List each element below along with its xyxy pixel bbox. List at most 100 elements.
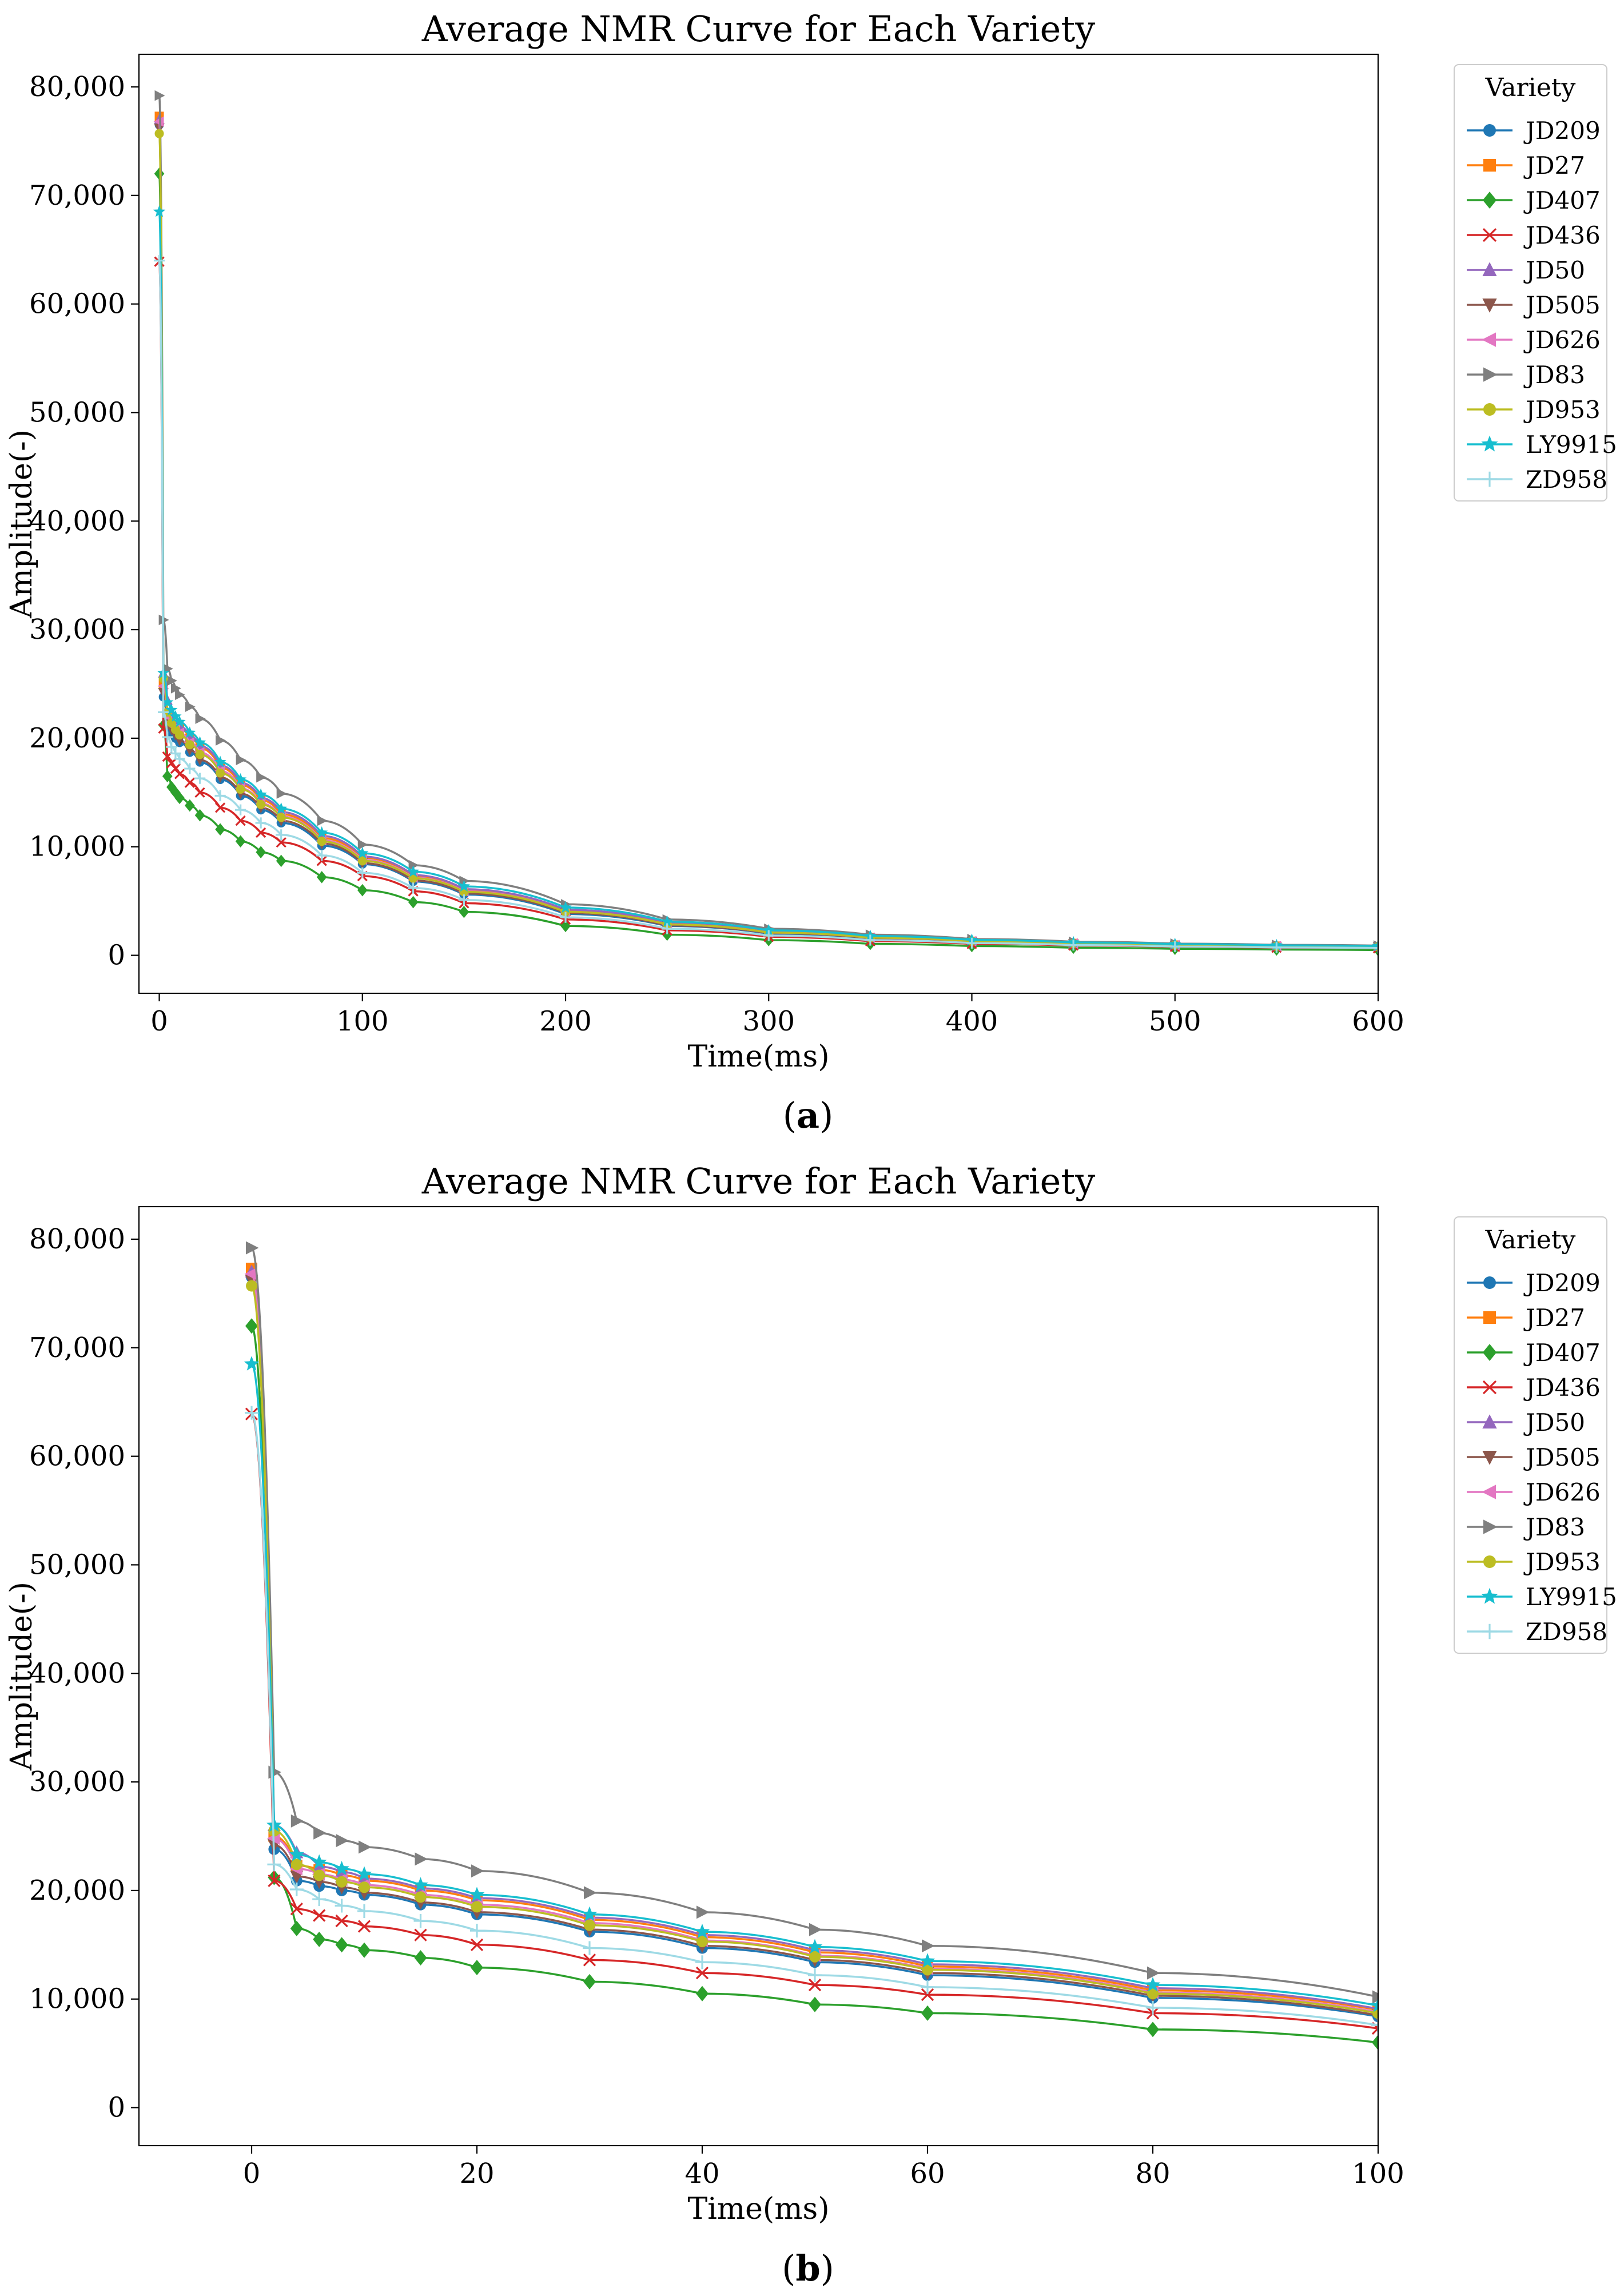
data-point-jd407-4 [335, 1937, 348, 1953]
data-point-jd407-5 [174, 791, 185, 805]
data-point-ly9915-0 [153, 205, 166, 217]
data-point-jd407-10 [256, 846, 266, 859]
data-point-zd958-11 [276, 829, 287, 841]
legend-label-jd626: JD626 [1523, 1478, 1601, 1506]
data-point-jd436-4 [335, 1914, 348, 1928]
data-point-zd958-4 [335, 1899, 349, 1913]
caption-a: (a) [783, 1095, 834, 1136]
data-point-jd953-13 [357, 856, 367, 866]
data-point-ly9915-8 [582, 1906, 598, 1921]
data-point-jd953-2 [290, 1859, 302, 1871]
data-point-zd958-8 [583, 1941, 596, 1955]
data-point-ly9915-11 [275, 802, 288, 814]
series-line-zd958 [251, 1411, 1378, 2027]
data-point-jd407-3 [313, 1931, 326, 1947]
data-point-jd953-4 [336, 1876, 348, 1888]
data-point-jd953-5 [359, 1881, 370, 1893]
data-point-jd407-8 [215, 823, 225, 836]
data-point-zd958-14 [407, 882, 419, 894]
legend-marker-jd50 [1482, 1414, 1497, 1428]
data-point-zd958-20 [966, 937, 978, 949]
data-point-zd958-13 [357, 867, 368, 878]
data-point-jd436-9 [235, 815, 246, 826]
data-point-jd83-7 [471, 1864, 484, 1878]
legend-entry-jd209: JD209 [1467, 117, 1601, 145]
data-point-jd953-3 [313, 1869, 325, 1881]
x-tick-label: 100 [1352, 2158, 1404, 2190]
data-point-jd407-8 [583, 1973, 596, 1989]
legend-label-jd436: JD436 [1523, 221, 1601, 249]
data-point-zd958-17 [662, 923, 673, 934]
data-point-ly9915-15 [457, 880, 471, 892]
data-point-jd407-15 [459, 905, 469, 918]
data-point-jd436-5 [174, 769, 185, 779]
legend-marker-ly9915 [1481, 435, 1498, 452]
legend-entry-jd27: JD27 [1467, 152, 1585, 180]
data-point-jd83-8 [216, 735, 226, 746]
y-tick-label: 80,000 [29, 1223, 125, 1255]
data-point-jd436-8 [214, 802, 226, 813]
data-point-jd436-9 [695, 1967, 709, 1980]
data-point-jd436-10 [808, 1978, 822, 1992]
data-point-zd958-1 [267, 1857, 281, 1872]
data-point-jd407-9 [696, 1985, 709, 2001]
x-tick-label: 500 [1149, 1005, 1201, 1037]
data-point-jd83-5 [359, 1840, 372, 1854]
data-point-jd953-3 [166, 718, 176, 728]
data-point-jd436-4 [170, 763, 181, 774]
data-point-jd436-11 [276, 837, 286, 848]
data-point-jd953-11 [922, 1964, 933, 1976]
legend-label-jd505: JD505 [1523, 1443, 1601, 1471]
data-point-zd958-7 [194, 773, 206, 784]
data-point-jd83-5 [175, 689, 186, 701]
data-point-ly9915-11 [920, 1953, 936, 1968]
caption-letter-b: b [795, 2247, 820, 2289]
x-axis-label: Time(ms) [688, 1040, 830, 1074]
legend-box [1454, 1216, 1607, 1654]
data-point-jd436-8 [583, 1953, 596, 1967]
caption-b: (b) [782, 2247, 834, 2289]
data-point-jd83-6 [415, 1852, 428, 1866]
data-point-jd407-13 [1372, 2035, 1378, 2051]
x-tick-label: 100 [336, 1005, 389, 1037]
legend-entry-jd505: JD505 [1467, 291, 1601, 319]
legend-entry-jd83: JD83 [1467, 1513, 1585, 1541]
legend-marker-jd407 [1482, 192, 1497, 209]
data-point-jd407-10 [809, 1996, 821, 2012]
legend-marker-jd83 [1483, 1519, 1498, 1534]
data-point-jd953-12 [1147, 1988, 1159, 2000]
data-point-jd953-10 [256, 799, 266, 809]
x-tick-label: 0 [150, 1005, 168, 1037]
data-point-zd958-9 [235, 804, 246, 815]
data-point-jd83-0 [246, 1241, 259, 1255]
chart-title: Average NMR Curve for Each Variety [421, 8, 1096, 50]
data-point-jd436-7 [194, 787, 205, 798]
data-point-ly9915-4 [334, 1860, 349, 1876]
series-layer [244, 1241, 1378, 2051]
legend-entry-ly9915: LY9915 [1467, 431, 1616, 459]
legend-entry-zd958: ZD958 [1467, 465, 1607, 494]
panel-b: Average NMR Curve for Each Variety 0 20 40 6… [5, 1160, 1616, 2226]
data-point-jd83-13 [1372, 1990, 1378, 2004]
legend-entry-jd50: JD50 [1467, 256, 1585, 284]
data-point-jd83-12 [1147, 1966, 1160, 1980]
data-point-jd436-6 [414, 1928, 427, 1941]
data-point-ly9915-9 [234, 773, 247, 785]
data-point-ly9915-2 [289, 1847, 305, 1861]
legend-marker-zd958 [1482, 471, 1498, 487]
data-point-jd436-2 [290, 1903, 303, 1916]
data-point-jd83-9 [236, 754, 246, 766]
legend-label-ly9915: LY9915 [1526, 1583, 1616, 1611]
data-point-jd83-13 [357, 839, 368, 850]
data-point-ly9915-5 [356, 1866, 372, 1881]
y-tick-label: 50,000 [29, 1549, 125, 1581]
data-point-jd953-10 [809, 1951, 821, 1963]
panel-a: Average NMR Curve for Each Variety 0 100 20… [5, 8, 1616, 1074]
data-point-zd958-10 [808, 1968, 822, 1982]
series-line-jd436 [251, 1412, 1378, 2030]
data-point-zd958-18 [763, 930, 774, 941]
data-point-jd436-3 [313, 1909, 326, 1922]
data-point-jd83-4 [170, 683, 181, 694]
data-point-zd958-7 [470, 1924, 484, 1938]
legend-entry-jd436: JD436 [1467, 1374, 1601, 1402]
